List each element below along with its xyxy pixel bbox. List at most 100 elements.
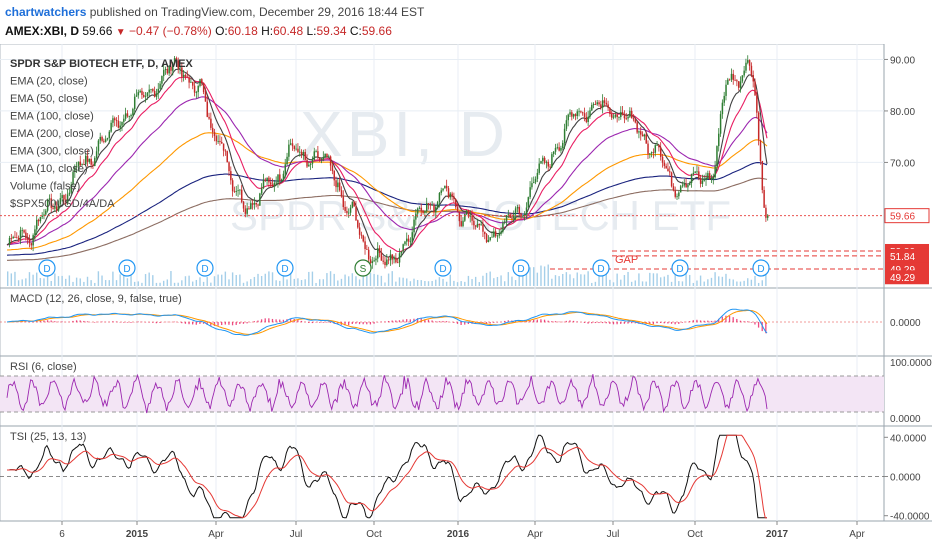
candle-body: [377, 248, 379, 259]
candle-body: [311, 160, 314, 164]
candle-body: [197, 85, 199, 93]
publisher-name[interactable]: chartwatchers: [5, 5, 87, 19]
ema-100-line: [6, 132, 768, 251]
candle-body: [529, 187, 531, 198]
candle-body: [353, 201, 355, 207]
candle-body: [161, 76, 163, 84]
candle-body: [652, 152, 655, 153]
macd-histogram-bar: [351, 322, 353, 324]
candle-body: [366, 249, 368, 250]
candle-body: [68, 192, 71, 195]
volume-bar: [500, 275, 502, 286]
volume-bar: [112, 271, 114, 286]
candle-body: [14, 236, 16, 238]
symbol-label[interactable]: AMEX:XBI, D: [5, 24, 80, 38]
macd-histogram-bar: [300, 320, 303, 323]
macd-histogram-bar: [558, 321, 560, 323]
volume-bar: [391, 271, 393, 286]
volume-bar: [474, 276, 477, 286]
candle-body: [703, 179, 706, 181]
volume-bar: [217, 274, 219, 286]
candle-body: [534, 178, 537, 183]
candle-body: [54, 206, 56, 209]
macd-histogram-bar: [681, 322, 684, 323]
volume-bar: [413, 278, 415, 286]
macd-histogram-bar: [605, 322, 607, 324]
candle-body: [580, 111, 582, 113]
rsi-pane[interactable]: [0, 373, 884, 414]
candle-body: [318, 157, 321, 160]
macd-histogram-bar: [616, 322, 618, 325]
low-label: L:: [306, 24, 317, 38]
macd-histogram-bar: [587, 322, 589, 324]
price-label-tag: 59.66: [884, 208, 930, 224]
macd-histogram-bar: [543, 319, 546, 323]
volume-bar: [736, 281, 738, 286]
tsi-pane[interactable]: [0, 434, 884, 519]
candle-body: [52, 207, 54, 209]
volume-bar: [594, 281, 597, 286]
candle-body: [699, 177, 702, 184]
rsi-band: [0, 376, 884, 412]
candle-body: [591, 105, 593, 111]
macd-histogram-bar: [725, 315, 727, 323]
candle-body: [75, 166, 78, 168]
split-marker: S: [354, 259, 372, 277]
macd-histogram-bar: [663, 322, 665, 324]
candle-body: [509, 214, 511, 218]
volume-bar: [456, 282, 459, 286]
volume-bar: [485, 272, 488, 286]
candle-body: [592, 104, 595, 106]
volume-bar: [137, 281, 139, 286]
volume-bar: [710, 277, 713, 286]
macd-histogram-bar: [43, 320, 45, 323]
tsi-tick-label: 0.0000: [890, 473, 921, 484]
macd-histogram-bar: [416, 318, 419, 323]
macd-histogram-bar: [395, 320, 397, 323]
macd-pane[interactable]: [0, 308, 884, 336]
volume-bar: [224, 271, 227, 286]
candle-body: [625, 118, 628, 120]
candle-body: [427, 203, 430, 205]
candle-body: [349, 207, 352, 213]
volume-bar: [460, 281, 462, 286]
candle-body: [549, 166, 551, 168]
candle-body: [411, 232, 413, 242]
candle-body: [424, 210, 426, 213]
grid-lines: [0, 44, 932, 522]
candle-body: [239, 189, 241, 191]
volume-bar: [507, 272, 510, 286]
candle-body: [77, 161, 80, 167]
price-tick-label: 70.00: [890, 158, 915, 169]
macd-histogram-bar: [224, 322, 226, 325]
volume-bar: [406, 278, 408, 286]
candle-body: [79, 161, 82, 166]
candle-body: [594, 104, 597, 105]
candle-body: [8, 238, 11, 245]
macd-histogram-bar: [536, 319, 538, 323]
candle-body: [563, 128, 566, 144]
candle-body: [638, 131, 640, 133]
high-value: 60.48: [273, 24, 304, 38]
gap-annotation: GAP: [615, 254, 638, 266]
macd-histogram-bar: [630, 322, 633, 324]
candle-body: [404, 241, 406, 245]
volume-bar: [493, 278, 495, 286]
volume-bar: [689, 274, 691, 286]
macd-histogram-bar: [503, 320, 506, 323]
macd-histogram-bar: [228, 322, 230, 325]
price-pane[interactable]: GAP D D D D S D D D D D: [0, 55, 884, 286]
macd-histogram-bar: [221, 322, 223, 326]
main-legend-entry: $SPX500USD/4A/DA: [10, 198, 115, 210]
candle-body: [45, 210, 47, 215]
candle-body: [21, 230, 24, 232]
volume-bar: [264, 273, 266, 286]
candle-body: [315, 151, 317, 152]
candle-body: [669, 171, 671, 173]
macd-histogram-bar: [348, 322, 350, 326]
volume-bar: [337, 280, 339, 286]
macd-histogram-bar: [427, 319, 430, 323]
volume-bar: [373, 274, 375, 286]
volume-bar: [115, 280, 118, 286]
